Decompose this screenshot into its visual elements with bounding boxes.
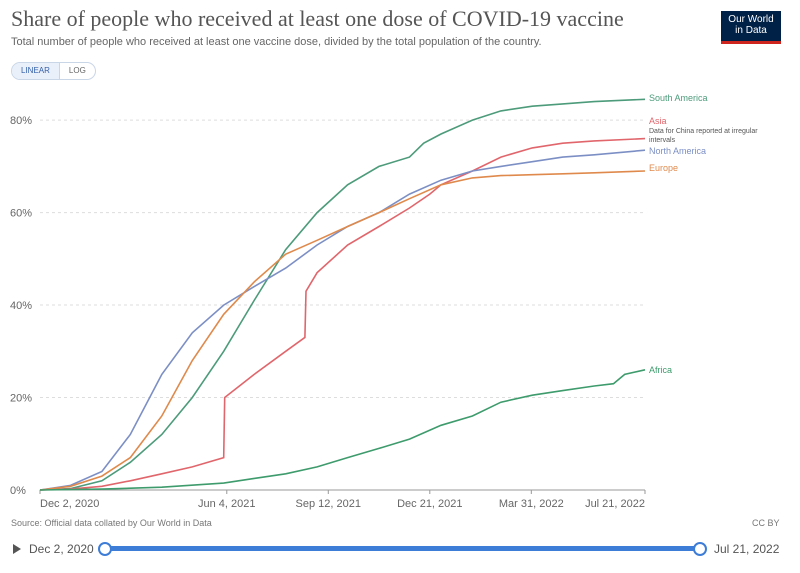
series-line-africa[interactable] [39,369,646,491]
series-label-europe: Europe [649,163,678,173]
chart-title: Share of people who received at least on… [11,6,624,31]
y-tick-label: 80% [10,115,32,127]
source-note: Source: Official data collated by Our Wo… [11,518,212,528]
series-label-north-america: North America [649,146,706,156]
timeline-start-handle[interactable] [98,542,112,556]
logo-line-2: in Data [735,25,767,36]
x-tick-label: Sep 12, 2021 [296,498,361,510]
linear-scale-button[interactable]: LINEAR [12,63,60,79]
series-lines [39,98,646,491]
series-label-asia: Asia [649,116,667,126]
play-icon[interactable] [13,544,21,554]
y-tick-label: 20% [10,393,32,405]
chart-subtitle: Total number of people who received at l… [11,36,542,48]
series-label-south-america: South America [649,93,708,103]
y-tick-label: 0% [10,485,26,497]
x-axis-ticks: Dec 2, 2020 Jun 4, 2021 Sep 12, 2021 Dec 21… [39,490,646,510]
license-link[interactable]: CC BY [752,518,780,528]
series-line-south-america[interactable] [39,98,646,491]
owid-logo[interactable]: Our World in Data [721,11,781,44]
logo-line-1: Our World [728,14,774,25]
x-tick-label: Jun 4, 2021 [198,498,256,510]
y-tick-label: 60% [10,208,32,220]
timeline-end-handle[interactable] [693,542,707,556]
scale-toggle: LINEAR LOG [11,62,96,80]
series-line-north-america[interactable] [39,149,646,491]
series-line-europe[interactable] [39,170,646,491]
china-note-line-2: intervals [649,137,676,144]
china-note-line-1: Data for China reported at irregular [649,128,758,135]
series-line-asia[interactable] [39,137,646,491]
timeline-start-label: Dec 2, 2020 [29,542,94,556]
line-chart: 0% 20% 40% 60% 80% Dec 2, 2020 Jun 4, 2021 Sep… [10,93,758,510]
y-tick-label: 40% [10,300,32,312]
x-tick-label: Dec 21, 2021 [397,498,462,510]
timeline-slider: Dec 2, 2020 Jul 21, 2022 [0,536,800,564]
x-tick-label: Jul 21, 2022 [585,498,645,510]
series-labels: South America Asia North America Europe Afri… [649,93,708,375]
grid-lines [40,119,645,491]
series-label-africa: Africa [649,365,672,375]
x-tick-label: Mar 31, 2022 [499,498,564,510]
timeline-end-label: Jul 21, 2022 [714,542,780,556]
x-tick-label: Dec 2, 2020 [40,498,99,510]
timeline-track[interactable] [104,546,700,551]
y-axis-ticks: 0% 20% 40% 60% 80% [10,115,32,497]
log-scale-button[interactable]: LOG [68,66,86,75]
